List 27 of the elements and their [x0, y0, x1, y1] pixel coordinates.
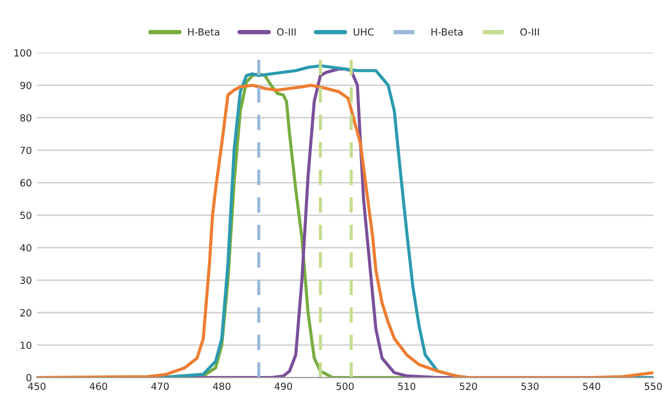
- x-tick-label: 490: [274, 382, 292, 390]
- legend-label: H-Beta: [431, 28, 463, 36]
- y-tick-label: 10: [20, 342, 32, 349]
- y-tick-label: 20: [20, 309, 32, 316]
- y-tick-label: 60: [20, 179, 32, 187]
- y-tick-label: 50: [20, 212, 32, 220]
- y-tick-label: 100: [14, 49, 32, 57]
- x-tick-label: 460: [90, 382, 108, 390]
- legend-label: O-III: [520, 28, 539, 36]
- y-tick-label: 0: [26, 374, 32, 382]
- legend-label: O-III: [277, 28, 296, 36]
- x-tick-label: 500: [336, 382, 354, 390]
- x-tick-label: 520: [460, 382, 477, 390]
- legend-label: H-Beta: [188, 28, 220, 36]
- y-tick-label: 70: [20, 146, 32, 154]
- x-tick-label: 510: [398, 382, 416, 390]
- y-tick-label: 80: [20, 114, 32, 122]
- x-tick-label: 540: [583, 382, 600, 390]
- x-tick-label: 450: [28, 382, 46, 390]
- y-tick-label: 90: [20, 82, 32, 90]
- y-tick-label: 30: [20, 276, 32, 284]
- y-tick-label: 40: [20, 244, 32, 252]
- x-tick-label: 550: [644, 382, 662, 390]
- x-tick-label: 480: [212, 382, 230, 390]
- x-tick-label: 530: [521, 382, 539, 390]
- legend-label: UHC: [354, 28, 374, 36]
- x-tick-label: 470: [151, 382, 169, 390]
